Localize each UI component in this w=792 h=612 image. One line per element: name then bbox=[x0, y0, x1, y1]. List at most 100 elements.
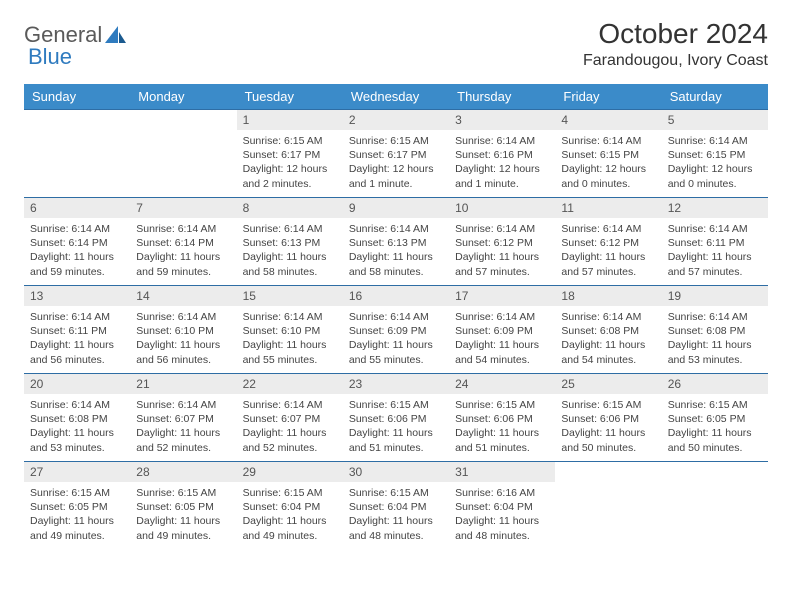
day-details: Sunrise: 6:15 AMSunset: 6:17 PMDaylight:… bbox=[237, 130, 343, 195]
sunrise-text: Sunrise: 6:14 AM bbox=[243, 222, 337, 236]
calendar-day-cell: 24Sunrise: 6:15 AMSunset: 6:06 PMDayligh… bbox=[449, 374, 555, 462]
day-details: Sunrise: 6:15 AMSunset: 6:06 PMDaylight:… bbox=[449, 394, 555, 459]
day-number: 20 bbox=[24, 374, 130, 394]
calendar-day-cell bbox=[555, 462, 661, 550]
daylight-text: Daylight: 11 hours and 58 minutes. bbox=[349, 250, 443, 278]
day-details: Sunrise: 6:15 AMSunset: 6:04 PMDaylight:… bbox=[237, 482, 343, 547]
day-details: Sunrise: 6:14 AMSunset: 6:08 PMDaylight:… bbox=[662, 306, 768, 371]
sunrise-text: Sunrise: 6:14 AM bbox=[455, 134, 549, 148]
sunset-text: Sunset: 6:13 PM bbox=[243, 236, 337, 250]
sunset-text: Sunset: 6:09 PM bbox=[349, 324, 443, 338]
daylight-text: Daylight: 11 hours and 49 minutes. bbox=[30, 514, 124, 542]
daylight-text: Daylight: 11 hours and 50 minutes. bbox=[668, 426, 762, 454]
day-number: 7 bbox=[130, 198, 236, 218]
daylight-text: Daylight: 12 hours and 1 minute. bbox=[349, 162, 443, 190]
calendar-day-cell bbox=[24, 110, 130, 198]
day-details: Sunrise: 6:14 AMSunset: 6:07 PMDaylight:… bbox=[130, 394, 236, 459]
sunrise-text: Sunrise: 6:15 AM bbox=[136, 486, 230, 500]
daylight-text: Daylight: 11 hours and 57 minutes. bbox=[455, 250, 549, 278]
calendar-day-cell: 12Sunrise: 6:14 AMSunset: 6:11 PMDayligh… bbox=[662, 198, 768, 286]
day-number: 30 bbox=[343, 462, 449, 482]
day-number: 6 bbox=[24, 198, 130, 218]
sunset-text: Sunset: 6:15 PM bbox=[668, 148, 762, 162]
sunrise-text: Sunrise: 6:16 AM bbox=[455, 486, 549, 500]
daylight-text: Daylight: 11 hours and 48 minutes. bbox=[455, 514, 549, 542]
day-number: 25 bbox=[555, 374, 661, 394]
calendar-day-cell: 30Sunrise: 6:15 AMSunset: 6:04 PMDayligh… bbox=[343, 462, 449, 550]
sunset-text: Sunset: 6:10 PM bbox=[136, 324, 230, 338]
month-title: October 2024 bbox=[583, 18, 768, 50]
daylight-text: Daylight: 12 hours and 0 minutes. bbox=[561, 162, 655, 190]
sunset-text: Sunset: 6:06 PM bbox=[455, 412, 549, 426]
calendar-day-cell: 25Sunrise: 6:15 AMSunset: 6:06 PMDayligh… bbox=[555, 374, 661, 462]
sunrise-text: Sunrise: 6:14 AM bbox=[455, 222, 549, 236]
calendar-week-row: 13Sunrise: 6:14 AMSunset: 6:11 PMDayligh… bbox=[24, 286, 768, 374]
daylight-text: Daylight: 11 hours and 59 minutes. bbox=[30, 250, 124, 278]
day-details: Sunrise: 6:14 AMSunset: 6:12 PMDaylight:… bbox=[449, 218, 555, 283]
day-number: 19 bbox=[662, 286, 768, 306]
sunset-text: Sunset: 6:17 PM bbox=[349, 148, 443, 162]
sunrise-text: Sunrise: 6:15 AM bbox=[243, 486, 337, 500]
calendar-day-cell: 10Sunrise: 6:14 AMSunset: 6:12 PMDayligh… bbox=[449, 198, 555, 286]
calendar-day-cell: 16Sunrise: 6:14 AMSunset: 6:09 PMDayligh… bbox=[343, 286, 449, 374]
daylight-text: Daylight: 11 hours and 49 minutes. bbox=[243, 514, 337, 542]
sunrise-text: Sunrise: 6:14 AM bbox=[668, 134, 762, 148]
calendar-day-cell: 7Sunrise: 6:14 AMSunset: 6:14 PMDaylight… bbox=[130, 198, 236, 286]
day-details: Sunrise: 6:14 AMSunset: 6:14 PMDaylight:… bbox=[24, 218, 130, 283]
calendar-day-cell: 19Sunrise: 6:14 AMSunset: 6:08 PMDayligh… bbox=[662, 286, 768, 374]
sunset-text: Sunset: 6:12 PM bbox=[561, 236, 655, 250]
sunset-text: Sunset: 6:07 PM bbox=[136, 412, 230, 426]
day-number: 29 bbox=[237, 462, 343, 482]
location: Farandougou, Ivory Coast bbox=[583, 52, 768, 70]
calendar-day-cell: 13Sunrise: 6:14 AMSunset: 6:11 PMDayligh… bbox=[24, 286, 130, 374]
day-number: 2 bbox=[343, 110, 449, 130]
day-number: 16 bbox=[343, 286, 449, 306]
day-number: 23 bbox=[343, 374, 449, 394]
calendar-day-cell: 17Sunrise: 6:14 AMSunset: 6:09 PMDayligh… bbox=[449, 286, 555, 374]
calendar-day-cell: 2Sunrise: 6:15 AMSunset: 6:17 PMDaylight… bbox=[343, 110, 449, 198]
sunrise-text: Sunrise: 6:15 AM bbox=[349, 398, 443, 412]
daylight-text: Daylight: 12 hours and 2 minutes. bbox=[243, 162, 337, 190]
sunset-text: Sunset: 6:05 PM bbox=[30, 500, 124, 514]
calendar-day-cell: 3Sunrise: 6:14 AMSunset: 6:16 PMDaylight… bbox=[449, 110, 555, 198]
sunset-text: Sunset: 6:11 PM bbox=[30, 324, 124, 338]
sunrise-text: Sunrise: 6:14 AM bbox=[349, 310, 443, 324]
day-details: Sunrise: 6:14 AMSunset: 6:08 PMDaylight:… bbox=[555, 306, 661, 371]
calendar-day-cell: 31Sunrise: 6:16 AMSunset: 6:04 PMDayligh… bbox=[449, 462, 555, 550]
sunrise-text: Sunrise: 6:14 AM bbox=[668, 222, 762, 236]
day-number: 28 bbox=[130, 462, 236, 482]
day-details: Sunrise: 6:14 AMSunset: 6:11 PMDaylight:… bbox=[662, 218, 768, 283]
day-details: Sunrise: 6:14 AMSunset: 6:07 PMDaylight:… bbox=[237, 394, 343, 459]
daylight-text: Daylight: 11 hours and 52 minutes. bbox=[243, 426, 337, 454]
logo-text-blue: Blue bbox=[28, 44, 72, 70]
daylight-text: Daylight: 11 hours and 48 minutes. bbox=[349, 514, 443, 542]
daylight-text: Daylight: 11 hours and 55 minutes. bbox=[243, 338, 337, 366]
sunset-text: Sunset: 6:05 PM bbox=[136, 500, 230, 514]
sunset-text: Sunset: 6:14 PM bbox=[30, 236, 124, 250]
day-details: Sunrise: 6:14 AMSunset: 6:15 PMDaylight:… bbox=[662, 130, 768, 195]
daylight-text: Daylight: 12 hours and 1 minute. bbox=[455, 162, 549, 190]
calendar-day-cell: 15Sunrise: 6:14 AMSunset: 6:10 PMDayligh… bbox=[237, 286, 343, 374]
daylight-text: Daylight: 11 hours and 50 minutes. bbox=[561, 426, 655, 454]
daylight-text: Daylight: 12 hours and 0 minutes. bbox=[668, 162, 762, 190]
day-number: 17 bbox=[449, 286, 555, 306]
day-details: Sunrise: 6:15 AMSunset: 6:06 PMDaylight:… bbox=[343, 394, 449, 459]
calendar-day-cell: 9Sunrise: 6:14 AMSunset: 6:13 PMDaylight… bbox=[343, 198, 449, 286]
calendar-table: SundayMondayTuesdayWednesdayThursdayFrid… bbox=[24, 84, 768, 550]
day-number: 15 bbox=[237, 286, 343, 306]
calendar-day-cell: 21Sunrise: 6:14 AMSunset: 6:07 PMDayligh… bbox=[130, 374, 236, 462]
calendar-day-cell: 18Sunrise: 6:14 AMSunset: 6:08 PMDayligh… bbox=[555, 286, 661, 374]
sunset-text: Sunset: 6:17 PM bbox=[243, 148, 337, 162]
calendar-day-cell: 5Sunrise: 6:14 AMSunset: 6:15 PMDaylight… bbox=[662, 110, 768, 198]
sunset-text: Sunset: 6:08 PM bbox=[561, 324, 655, 338]
calendar-body: 1Sunrise: 6:15 AMSunset: 6:17 PMDaylight… bbox=[24, 110, 768, 550]
day-number: 9 bbox=[343, 198, 449, 218]
sunset-text: Sunset: 6:16 PM bbox=[455, 148, 549, 162]
calendar-day-cell: 8Sunrise: 6:14 AMSunset: 6:13 PMDaylight… bbox=[237, 198, 343, 286]
day-number: 4 bbox=[555, 110, 661, 130]
sunrise-text: Sunrise: 6:14 AM bbox=[30, 310, 124, 324]
weekday-header: Saturday bbox=[662, 84, 768, 110]
sunrise-text: Sunrise: 6:14 AM bbox=[561, 134, 655, 148]
calendar-day-cell: 6Sunrise: 6:14 AMSunset: 6:14 PMDaylight… bbox=[24, 198, 130, 286]
day-details: Sunrise: 6:14 AMSunset: 6:09 PMDaylight:… bbox=[449, 306, 555, 371]
